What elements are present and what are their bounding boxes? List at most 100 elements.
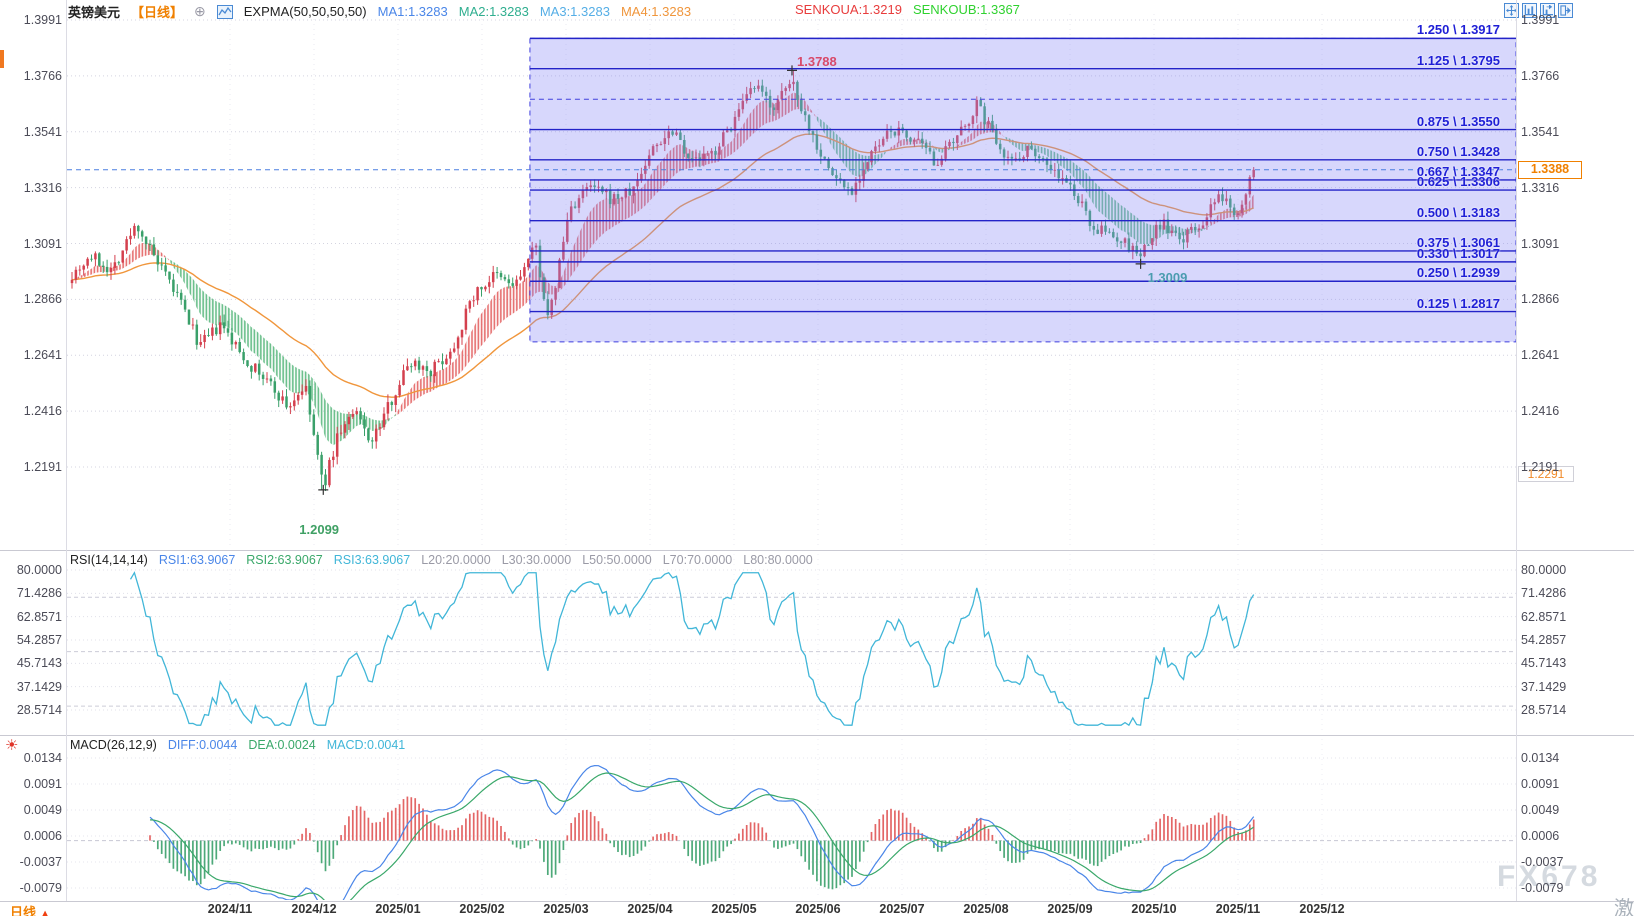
price-axis-label-left: 1.3766 <box>23 68 62 83</box>
y-axis-scale-icon[interactable] <box>1522 3 1537 18</box>
rsi-header: RSI(14,14,14) RSI1:63.9067 RSI2:63.9067 … <box>70 553 813 567</box>
price-annotation-swing-low: 1.3009 <box>1147 269 1188 285</box>
price-axis-label-left: 1.3091 <box>23 236 62 251</box>
rsi-axis-label-left: 80.0000 <box>16 563 62 577</box>
price-axis-label-right: 1.2641 <box>1521 348 1560 363</box>
date-label: 2025/03 <box>543 902 589 916</box>
date-label: 2025/07 <box>879 902 925 916</box>
rsi-axis-label-right: 28.5714 <box>1521 702 1567 717</box>
fib-level-label: 0.750 \ 1.3428 <box>1416 143 1500 159</box>
price-annotation-major-low: 1.2099 <box>299 521 340 537</box>
price-axis-label-right: 1.2866 <box>1521 292 1560 307</box>
price-axis-label-left: 1.2641 <box>23 348 62 363</box>
date-label: 2024/12 <box>291 902 337 916</box>
price-axis-label-left: 1.2191 <box>23 460 62 474</box>
ma1-value: MA1:1.3283 <box>377 4 448 19</box>
macd-axis-label-right: 0.0134 <box>1521 751 1560 765</box>
last-price-badge: 1.3388 <box>1518 160 1582 179</box>
macd-axis-label-right: -0.0037 <box>1521 855 1564 869</box>
macd-axis-label-left: -0.0037 <box>19 855 62 869</box>
senkou-readout: SENKOUA:1.3219 SENKOUB:1.3367 <box>795 2 1020 17</box>
panel-separator <box>0 901 1634 902</box>
rsi-axis-label-right: 37.1429 <box>1521 679 1567 694</box>
main-chart-header: 英镑美元 【日线】 ⊕ EXPMA(50,50,50,50) MA1:1.328… <box>68 2 691 21</box>
period-label[interactable]: 日线 <box>10 905 37 916</box>
pan-tool-icon[interactable] <box>1504 3 1519 18</box>
rsi3-value: RSI3:63.9067 <box>333 553 411 567</box>
y-axis-fit-icon[interactable] <box>1540 3 1555 18</box>
date-label: 2025/04 <box>627 902 673 916</box>
macd-axis-label-left: 0.0006 <box>23 829 62 843</box>
price-axis-label-left: 1.2866 <box>23 292 62 307</box>
price-axis-label-left: 1.2416 <box>23 404 62 419</box>
rsi-axis-label-right: 54.2857 <box>1521 632 1567 647</box>
price-axis-label-left: 1.3991 <box>23 13 62 27</box>
price-axis-label-right: 1.3091 <box>1521 236 1560 251</box>
panel-separator[interactable] <box>0 735 1634 736</box>
macd-panel-canvas[interactable] <box>67 737 1516 900</box>
rsi-l50: L50:50.0000 <box>582 553 652 567</box>
secondary-price-badge: 1.2291 <box>1518 466 1574 482</box>
left-axis-border <box>66 0 67 901</box>
period-up-arrow-icon[interactable]: ▲ <box>39 908 51 916</box>
date-label: 2025/10 <box>1131 902 1177 916</box>
date-label: 2025/06 <box>795 902 841 916</box>
alert-sun-icon[interactable]: ☀ <box>5 737 19 754</box>
ma3-value: MA3:1.3283 <box>539 4 610 19</box>
senkoub-value: SENKOUB:1.3367 <box>912 2 1020 17</box>
timeframe-label[interactable]: 【日线】 <box>131 5 184 20</box>
fib-level-label: 1.125 \ 1.3795 <box>1416 52 1500 68</box>
rsi-l70: L70:70.0000 <box>662 553 733 567</box>
fib-level-label: 0.375 \ 1.3061 <box>1416 234 1500 250</box>
rsi-axis-label-left: 37.1429 <box>16 679 62 694</box>
fib-level-label: 0.875 \ 1.3550 <box>1416 113 1500 129</box>
date-label: 2025/11 <box>1215 902 1261 916</box>
date-label: 2025/12 <box>1299 902 1345 916</box>
rsi-axis-label-right: 71.4286 <box>1521 586 1567 601</box>
price-axis-label-left: 1.3541 <box>23 124 62 139</box>
rsi-axis-label-left: 62.8571 <box>16 609 62 624</box>
macd-axis-label-left: 0.0049 <box>23 803 62 817</box>
panel-separator[interactable] <box>0 550 1634 551</box>
price-axis-label-right: 1.2191 <box>1521 460 1560 474</box>
indicator-title: EXPMA(50,50,50,50) <box>243 4 367 19</box>
macd-header: MACD(26,12,9) DIFF:0.0044 DEA:0.0024 MAC… <box>70 738 405 752</box>
fib-level-label: 0.330 \ 1.3017 <box>1416 245 1500 261</box>
macd-value: MACD:0.0041 <box>326 738 406 752</box>
fib-level-label: 0.667 \ 1.3347 <box>1416 163 1500 179</box>
rsi-axis-label-right: 45.7143 <box>1521 656 1567 671</box>
senkoua-value: SENKOUA:1.3219 <box>795 2 902 17</box>
diff-value: DIFF:0.0044 <box>167 738 238 752</box>
rsi-axis-label-left: 45.7143 <box>16 656 62 671</box>
rsi-l80: L80:80.0000 <box>743 553 813 567</box>
price-axis-label-right: 1.3991 <box>1521 13 1560 27</box>
period-selector[interactable]: 日线 ▲ <box>10 902 51 916</box>
macd-axis-label-left: 0.0091 <box>23 777 62 791</box>
ma2-value: MA2:1.3283 <box>458 4 529 19</box>
macd-axis-label-left: 0.0134 <box>23 751 62 765</box>
date-label: 2024/11 <box>207 902 253 916</box>
dea-value: DEA:0.0024 <box>248 738 316 752</box>
fib-level-label: 0.500 \ 1.3183 <box>1416 204 1500 220</box>
price-axis-label-right: 1.2416 <box>1521 404 1560 419</box>
main-chart-canvas[interactable] <box>67 12 1516 549</box>
date-label: 2025/08 <box>963 902 1009 916</box>
cn-watermark: 激 <box>1614 898 1634 916</box>
macd-axis-label-right: 0.0049 <box>1521 803 1560 817</box>
price-annotation-high: 1.3788 <box>797 54 837 70</box>
rsi-l20: L20:20.0000 <box>421 553 491 567</box>
chart-style-icon[interactable] <box>216 4 233 19</box>
rsi1-value: RSI1:63.9067 <box>158 553 236 567</box>
right-axis-border <box>1516 0 1517 901</box>
macd-title: MACD(26,12,9) <box>70 738 157 752</box>
hide-panel-icon[interactable] <box>1558 3 1573 18</box>
price-axis-label-left: 1.3316 <box>23 180 62 195</box>
rsi-panel-canvas[interactable] <box>67 552 1516 734</box>
fib-level-label: 0.125 \ 1.2817 <box>1416 295 1500 311</box>
add-compare-icon[interactable]: ⊕ <box>194 3 206 19</box>
fib-level-label: 1.250 \ 1.3917 <box>1416 22 1500 38</box>
fib-level-label: 0.625 \ 1.3306 <box>1416 174 1500 190</box>
date-label: 2025/01 <box>375 902 421 916</box>
rsi2-value: RSI2:63.9067 <box>246 553 323 567</box>
